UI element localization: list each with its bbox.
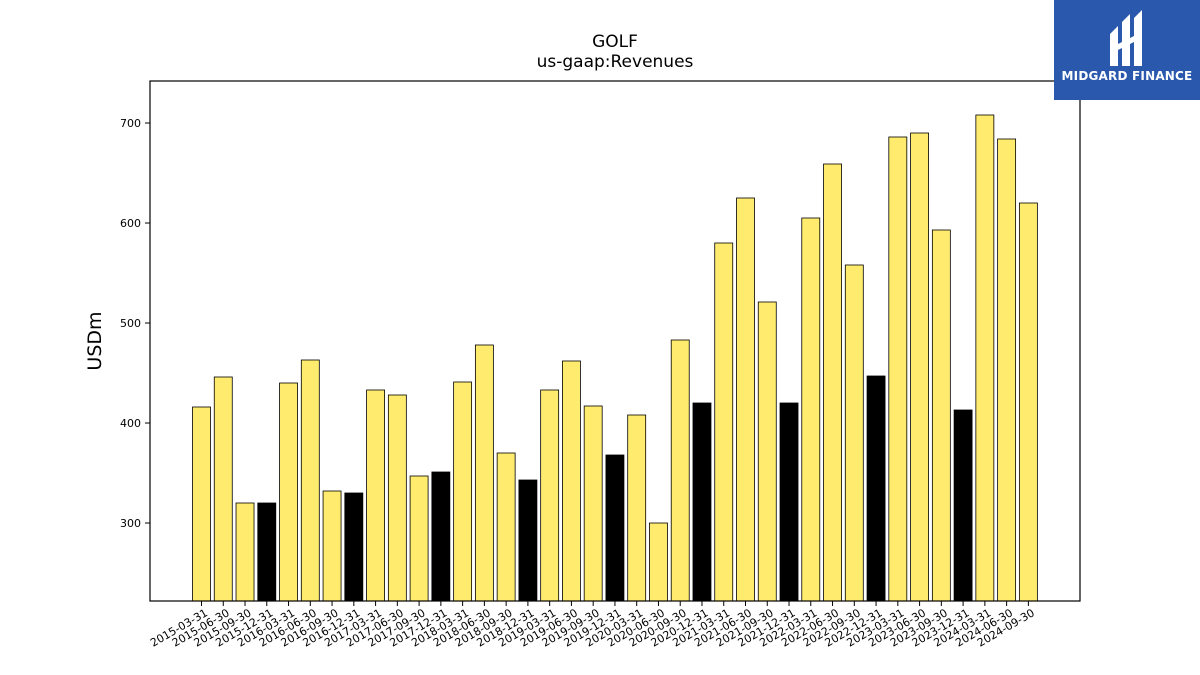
- bar: [431, 471, 451, 602]
- bar: [1018, 202, 1038, 602]
- chart-title: GOLF: [592, 32, 638, 52]
- bar: [540, 389, 560, 602]
- bar: [910, 132, 929, 602]
- bar: [344, 492, 364, 602]
- brand-name: MIDGARD FINANCE: [1061, 69, 1193, 83]
- bar: [997, 138, 1017, 602]
- brand-logo: MIDGARD FINANCE: [1054, 0, 1200, 100]
- bar: [888, 136, 908, 602]
- bar: [823, 163, 842, 602]
- bar: [844, 264, 864, 602]
- bar: [496, 452, 516, 602]
- bar: [692, 402, 712, 602]
- bar: [931, 229, 951, 602]
- y-tick-label: 500: [120, 317, 141, 330]
- bar: [801, 217, 821, 602]
- midgard-logo-icon: [1110, 10, 1142, 66]
- bar: [605, 454, 625, 602]
- bar: [736, 197, 755, 602]
- bar: [518, 479, 538, 602]
- bar: [474, 344, 494, 602]
- bar: [670, 339, 690, 602]
- y-tick-label: 600: [120, 217, 141, 230]
- y-axis-label: USDm: [84, 311, 106, 370]
- chart-subtitle: us-gaap:Revenues: [536, 52, 694, 72]
- bar: [866, 375, 886, 602]
- bar: [779, 402, 799, 602]
- bar: [714, 242, 734, 602]
- bar: [975, 114, 995, 602]
- bar: [387, 394, 407, 602]
- bar: [627, 414, 647, 602]
- bar: [279, 382, 298, 602]
- bar: [322, 490, 342, 602]
- bar: [409, 475, 429, 602]
- bar: [953, 409, 973, 602]
- bar: [366, 389, 385, 602]
- bar: [300, 359, 320, 602]
- bar: [213, 376, 233, 602]
- y-tick-label: 300: [120, 517, 141, 530]
- bar: [757, 301, 777, 602]
- y-tick-label: 700: [120, 117, 141, 130]
- bar: [235, 502, 255, 602]
- bar: [257, 502, 277, 602]
- y-tick-label: 400: [120, 417, 141, 430]
- bar: [453, 381, 473, 602]
- bar: [562, 360, 581, 602]
- bar: [192, 406, 211, 602]
- bar: [649, 522, 668, 602]
- bar: [583, 405, 603, 602]
